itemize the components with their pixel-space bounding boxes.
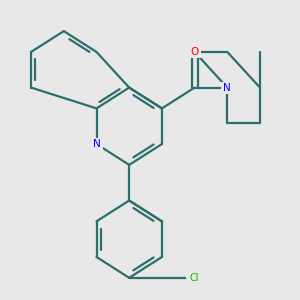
Bar bbox=[188, 46, 201, 58]
Bar bbox=[90, 138, 103, 150]
Bar bbox=[220, 82, 234, 94]
Text: N: N bbox=[224, 82, 231, 93]
Text: Cl: Cl bbox=[190, 273, 199, 283]
Bar bbox=[186, 272, 203, 284]
Text: O: O bbox=[190, 47, 199, 57]
Text: N: N bbox=[93, 139, 101, 149]
